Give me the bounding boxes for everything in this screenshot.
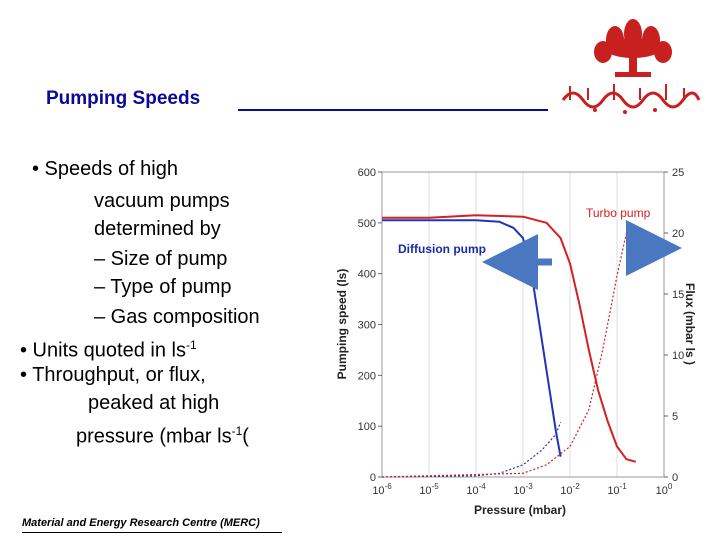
annotation-turbo-pump: Turbo pump [586,206,651,220]
y2-tick-label: 25 [672,167,684,179]
bullet-throughput: • Throughput, or flux, [20,364,206,386]
x-tick-label: 10-1 [607,482,627,497]
annotation-diffusion-pump: Diffusion pump [398,242,486,256]
series-line-turbo-flux [381,226,646,478]
y-tick-label: 600 [358,167,376,179]
x-tick-exponent: -6 [385,482,393,491]
institution-logo [561,19,701,114]
footer-rule [22,532,282,533]
bullet-throughput-paren: ( [242,425,249,448]
y-tick-label: 300 [358,320,376,332]
slide-title: Pumping Speeds [46,88,201,109]
x-tick-exponent: 0 [668,482,673,491]
y-tick-label: 400 [358,269,376,281]
y2-tick-label: 10 [672,350,684,362]
bullet-throughput-exponent: -1 [231,424,243,438]
x-tick-exponent: -2 [573,482,581,491]
x-tick-label: 10-5 [419,482,439,497]
bullet-units: • Units quoted in ls-1 [20,334,197,362]
bullet-throughput-line3-text: pressure (mbar ls [76,425,232,448]
bullet-speeds-line3: determined by [94,218,221,240]
series-line-turbo-pump [382,214,637,463]
x-tick-label: 10-3 [513,482,533,497]
bullet-units-text: • Units quoted in ls [20,339,186,362]
y2-tick-label: 20 [672,228,684,240]
x-tick-exponent: -4 [479,482,487,491]
y-tick-label: 200 [358,370,376,382]
y-tick-label: 500 [358,218,376,230]
bullet-throughput-line3: pressure (mbar ls-1( [76,420,249,448]
x-axis-label: Pressure (mbar) [474,503,566,517]
x-tick-exponent: -1 [620,482,628,491]
x-tick-exponent: -5 [432,482,440,491]
bullet-speeds: • Speeds of high [32,158,178,180]
y-axis-label: Pumping speed (ls) [335,269,349,380]
bullet-list: • Speeds of high vacuum pumps determined… [0,0,330,470]
y2-tick-label: 5 [672,411,678,423]
y-tick-label: 0 [370,472,376,484]
y2-axis-label: Flux (mbar ls ) [683,283,695,365]
bullet-speeds-line2: vacuum pumps [94,190,230,212]
y2-tick-label: 15 [672,289,684,301]
x-tick-label: 10-4 [466,482,486,497]
bullet-throughput-line2: peaked at high [88,392,220,414]
x-tick-exponent: -3 [526,482,534,491]
y2-tick-label: 0 [672,472,678,484]
x-tick-label: 10-6 [372,482,392,497]
sub-bullet-size: – Size of pump [94,248,228,270]
sub-bullet-gas: – Gas composition [94,306,260,328]
sub-bullet-type: – Type of pump [94,276,232,298]
footer-text: Material and Energy Research Centre (MER… [22,517,260,529]
bullet-units-exponent: -1 [185,338,197,352]
title-underline [238,109,548,111]
x-tick-label: 100 [656,482,673,497]
x-tick-label: 10-2 [560,482,580,497]
y-tick-label: 100 [358,421,376,433]
